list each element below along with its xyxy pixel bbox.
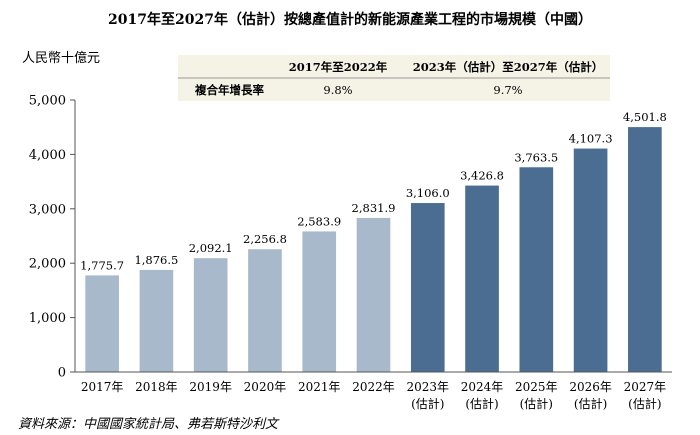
x-tick-label: 2024年	[461, 380, 504, 394]
bar-2025年	[519, 167, 554, 372]
cagr-column-header-estimated: 2023年（估計）至2027年（估計）	[413, 60, 604, 74]
bar-2023年	[410, 203, 445, 372]
bar-2017年	[85, 275, 119, 372]
bar-2026年	[573, 148, 608, 372]
bar-2019年	[193, 258, 228, 372]
y-axis: 0 1,000 2,000 3,000 4,000 5,000	[29, 94, 76, 381]
data-label: 1,775.7	[80, 258, 124, 272]
x-axis: 2017年 2018年 2019年 2020年 2021年 2022年 2023年 (估計) 2…	[75, 371, 672, 411]
x-tick-sublabel: (估計)	[520, 396, 553, 411]
y-axis-unit-label: 人民幣十億元	[22, 50, 100, 66]
bar-2021年	[302, 231, 337, 372]
x-tick-sublabel: (估計)	[628, 396, 661, 411]
y-tick-label: 2,000	[29, 257, 66, 272]
cagr-row-label: 複合年增長率	[194, 83, 264, 97]
bar-2020年	[248, 249, 282, 372]
x-tick-label: 2026年	[569, 380, 612, 394]
x-tick-sublabel: (估計)	[465, 396, 498, 411]
cagr-table: 2017年至2022年 2023年（估計）至2027年（估計） 複合年增長率 9…	[178, 55, 610, 101]
cagr-value-historical: 9.8%	[323, 83, 352, 97]
x-tick-label: 2022年	[352, 380, 395, 394]
y-tick-label: 1,000	[29, 311, 66, 326]
cagr-column-header-historical: 2017年至2022年	[289, 60, 388, 74]
y-tick-label: 3,000	[29, 202, 66, 217]
data-label: 4,107.3	[569, 132, 613, 146]
y-tick-label: 4,000	[29, 148, 66, 163]
chart-title: 2017年至2027年（估計）按總產值計的新能源產業工程的市場規模（中國）	[108, 11, 592, 28]
data-label: 1,876.5	[134, 253, 178, 267]
source-note: 資料來源：中國國家統計局、弗若斯特沙利文	[18, 416, 280, 432]
x-tick-label: 2027年	[624, 380, 667, 394]
x-tick-label: 2018年	[135, 380, 178, 394]
bar-2022年	[356, 217, 391, 372]
x-tick-label: 2023年	[406, 380, 449, 394]
cagr-value-estimated: 9.7%	[493, 83, 522, 97]
data-label: 4,501.8	[623, 110, 667, 124]
bar-2027年	[628, 127, 662, 372]
bar-2024年	[465, 185, 499, 372]
data-label: 3,106.0	[406, 186, 450, 200]
bar-2018年	[139, 269, 174, 372]
x-tick-sublabel: (估計)	[574, 396, 607, 411]
x-tick-label: 2019年	[189, 380, 232, 394]
data-label: 3,426.8	[460, 169, 504, 183]
y-tick-label: 0	[58, 366, 66, 381]
x-tick-label: 2017年	[81, 380, 124, 394]
x-tick-label: 2021年	[298, 380, 341, 394]
bar-series: 1,775.7 1,876.5 2,092.1 2,256.8 2,583.9 2,831…	[80, 110, 667, 372]
data-label: 2,583.9	[297, 214, 341, 228]
data-label: 2,256.8	[243, 232, 287, 246]
x-tick-label: 2025年	[515, 380, 558, 394]
y-tick-label: 5,000	[29, 94, 66, 109]
x-tick-label: 2020年	[244, 380, 287, 394]
data-label: 3,763.5	[514, 150, 558, 164]
data-label: 2,092.1	[189, 241, 233, 255]
data-label: 2,831.9	[352, 201, 396, 215]
x-tick-sublabel: (估計)	[411, 396, 444, 411]
